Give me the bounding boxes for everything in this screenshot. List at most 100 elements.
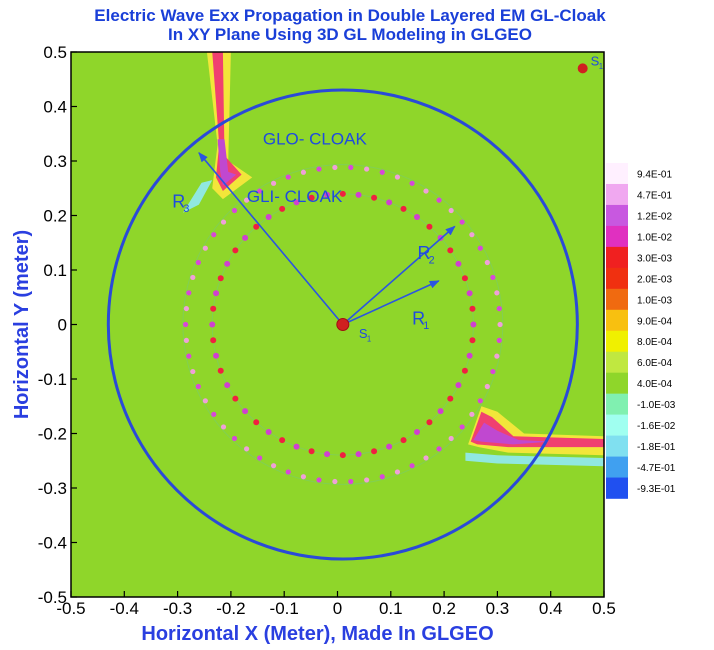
r2-arrow [342,225,456,326]
y-axis-label: Horizontal Y (meter) [11,230,33,419]
inner-cloak-dot [242,408,249,415]
legend-label: 1.0E-02 [637,232,672,243]
outer-cloak-dot [220,219,227,225]
inner-cloak-dot [371,448,378,455]
outer-cloak-dot [364,477,370,483]
legend-swatch [606,372,628,394]
inner-cloak-dot [253,223,260,230]
legend-swatch [606,393,628,415]
x-tick-label: 0 [333,599,342,618]
inner-cloak-dot [469,337,476,344]
legend-label: 3.0E-03 [637,253,672,264]
outer-cloak-dot [285,469,291,475]
outer-cloak-dot [364,166,370,172]
inner-cloak-dot [242,234,249,241]
x-tick-label: -0.2 [216,599,245,618]
inner-cloak-dot [355,191,362,198]
outer-cloak-dot [423,188,429,194]
inner-cloak-dot [447,247,454,254]
outer-cloak-dot [448,207,454,214]
legend-swatch [606,183,628,206]
outer-cloak-dot [494,353,500,359]
r1-arrow [342,280,440,326]
x-axis-label: Horizontal X (Meter), Made In GLGEO [141,623,493,645]
legend-swatch [606,204,628,227]
outer-cloak-dot [211,232,217,238]
legend-swatch [606,288,628,311]
y-tick-label: -0.5 [38,588,67,607]
legend-swatch [606,225,628,248]
inner-cloak-dot [455,382,462,389]
inner-cloak-dot [466,352,473,359]
legend-label: 1.0E-03 [637,295,672,306]
outer-cloak-dot [270,180,277,186]
outer-cloak-dot [257,188,263,194]
legend-swatch [606,246,628,269]
inner-cloak-dot [217,275,224,282]
inner-cloak-dot [386,199,393,206]
inner-cloak-dot [224,382,231,389]
outer-cloak-dot [490,368,496,375]
outer-cloak-dot [220,424,227,430]
outer-cloak-dot [195,383,201,390]
legend-label: 1.2E-02 [637,211,672,222]
inner-cloak-dot [232,247,239,254]
source-point [336,318,350,331]
inner-cloak-dot [466,290,473,297]
outer-cloak-dot [423,455,429,461]
outer-cloak-dot [436,446,442,452]
inner-cloak-dot [414,214,421,221]
inner-cloak-label: GLI- CLOAK [247,187,343,206]
x-tick-label: -0.5 [56,599,85,618]
y-tick-label: 0 [58,316,67,335]
legend-label: -1.8E-01 [637,442,676,453]
inner-cloak-dot [324,191,331,198]
title-line-1: Electric Wave Exx Propagation in Double … [94,6,606,25]
outer-cloak-dot [459,424,465,430]
inner-cloak-dot [355,451,362,458]
x-tick-label: -0.3 [163,599,192,618]
inner-cloak-dot [414,428,421,435]
inner-cloak-dot [339,452,346,459]
outer-cloak-dot [484,259,490,266]
outer-cloak-dot [243,197,250,203]
outer-cloak-dot [496,337,502,344]
outer-cloak-dot [394,174,401,180]
inner-cloak-dot [308,194,315,201]
outer-cloak-dot [348,164,354,171]
outer-cloak-dot [469,232,475,238]
legend-label: 4.7E-01 [637,190,672,201]
outer-cloak-dot [316,477,322,483]
inner-cloak-dot [213,352,220,359]
corner-source-label-sub: 1 [599,62,603,71]
outer-cloak-dot [195,259,201,266]
outer-cloak-dot [448,435,454,442]
inner-cloak-dot [279,205,286,212]
outer-cloak-dot [394,469,401,475]
outer-cloak-dot [300,169,307,175]
y-tick-label: -0.3 [38,479,67,498]
chart-title: Electric Wave Exx Propagation in Double … [20,6,680,44]
inner-cloak-dot [371,194,378,201]
outer-cloak-dot [496,305,502,312]
legend-label: 2.0E-03 [637,274,672,285]
outer-cloak-dot [211,411,217,417]
inner-cloak-dot [210,337,217,344]
inner-cloak-dot [209,321,216,328]
outer-cloak-dot [202,245,208,251]
y-tick-label: 0.1 [43,261,67,280]
outer-cloak-dot [182,321,189,328]
inner-cloak-dot [400,437,407,444]
outer-cloak-dot [257,455,263,461]
inner-cloak-dot [265,428,272,435]
inner-cloak-dot [308,448,315,455]
inner-cloak-dot [339,190,346,197]
inner-cloak-dot [437,408,444,415]
outer-cloak-dot [231,435,238,442]
legend-label: 9.0E-04 [637,316,672,327]
x-tick-label: 0.1 [379,599,403,618]
legend-swatch [606,163,628,185]
x-tick-label: 0.3 [486,599,510,618]
outer-cloak-dot [300,474,307,480]
outer-cloak-dot [270,463,277,469]
